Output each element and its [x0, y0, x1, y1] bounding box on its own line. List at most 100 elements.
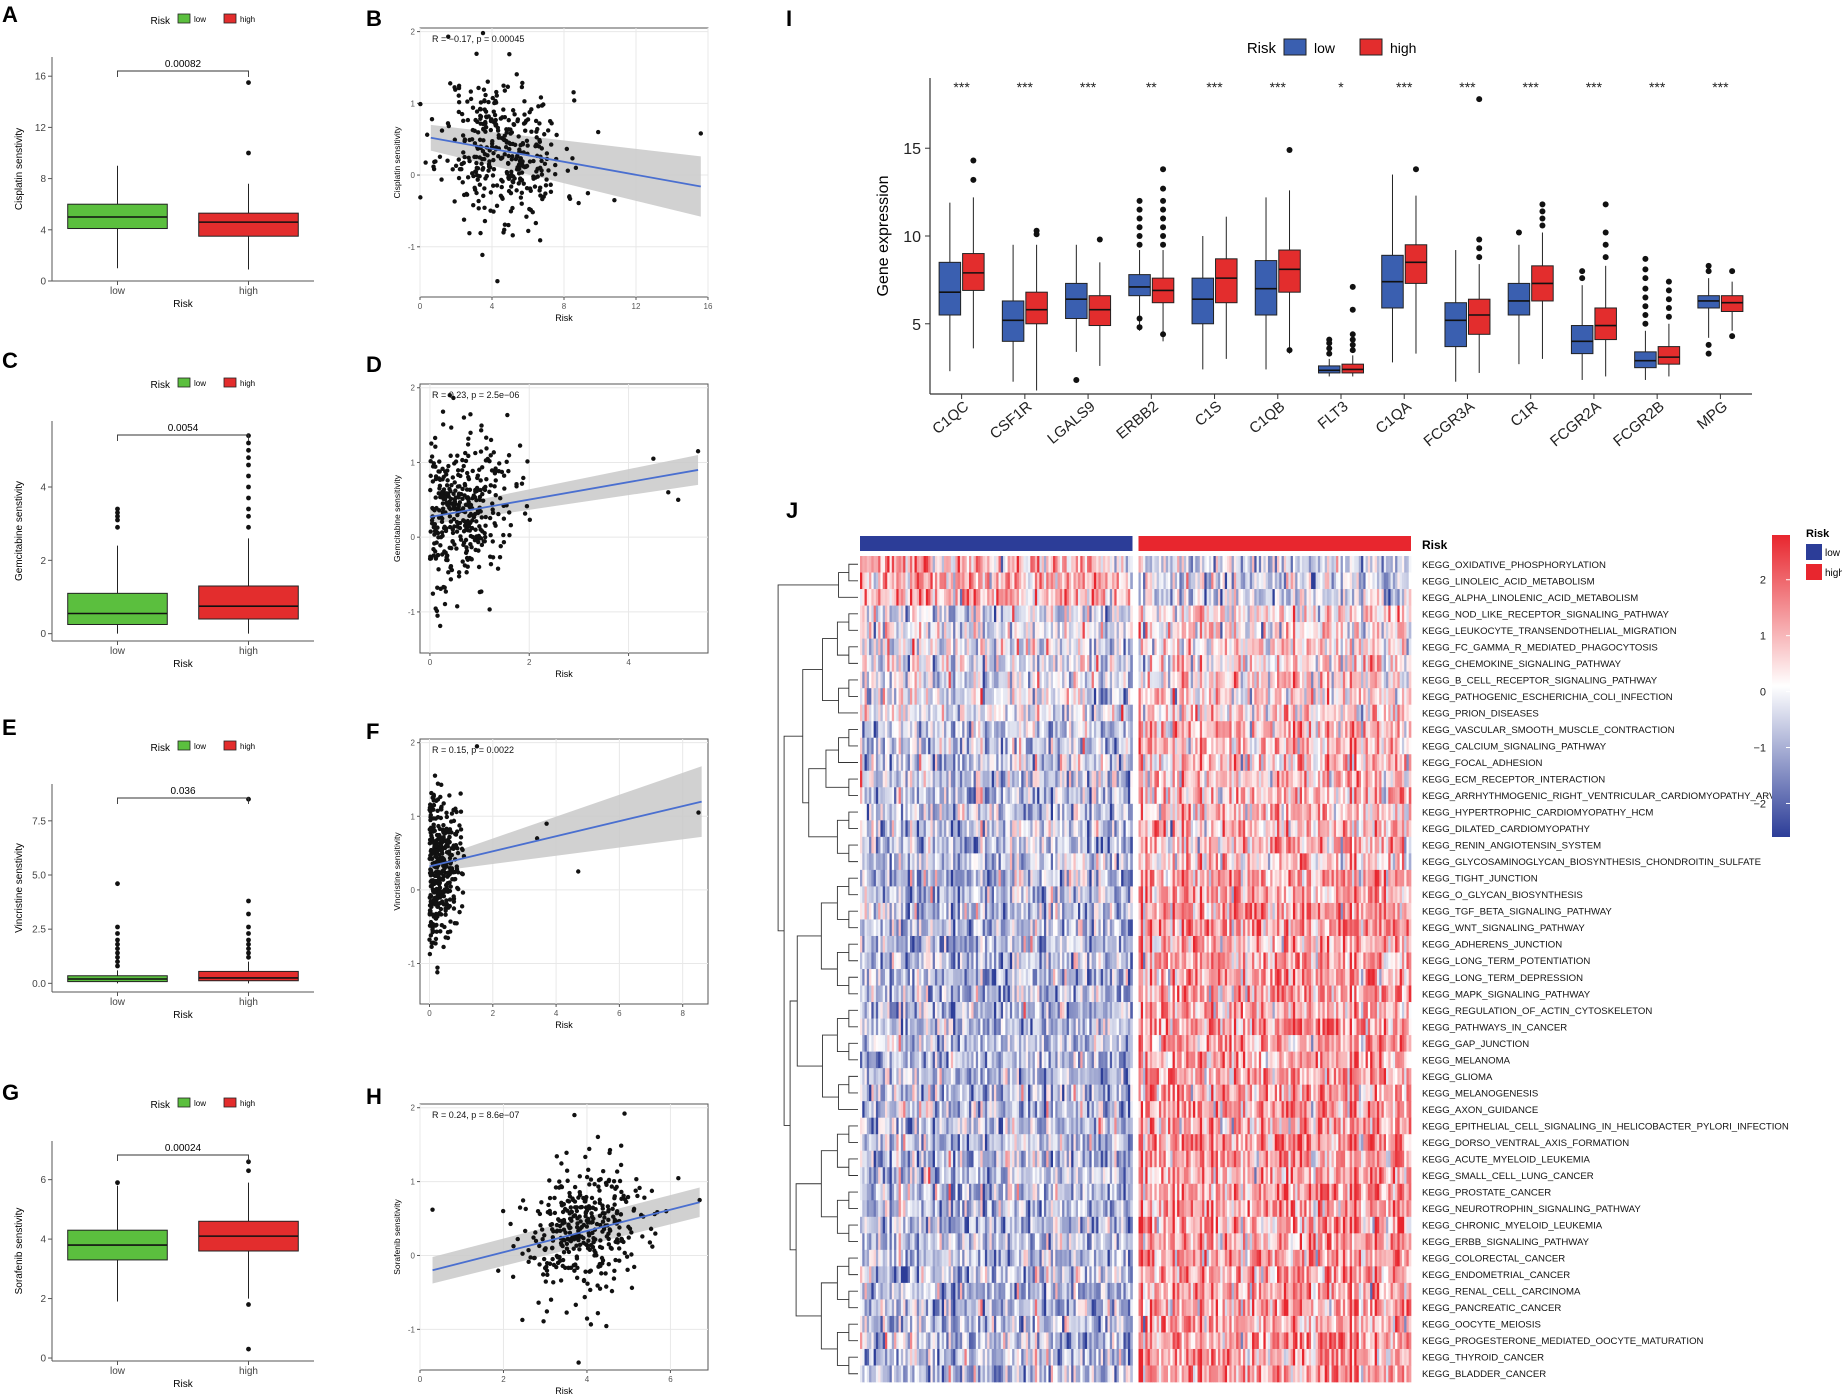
heatmap-cell: [875, 1200, 879, 1218]
heatmap-cell: [882, 737, 886, 755]
heatmap-cell: [896, 1299, 899, 1317]
scatter-point: [540, 1237, 545, 1242]
heatmap-cell: [959, 1183, 963, 1201]
heatmap-cell: [980, 985, 983, 1003]
scatter-point: [586, 1204, 592, 1209]
heatmap-cell: [864, 886, 868, 904]
heatmap-cell: [921, 589, 924, 606]
scatter-point: [460, 506, 466, 511]
outlier-point: [1136, 241, 1143, 248]
heatmap-cell: [873, 556, 877, 573]
scatter-point: [468, 96, 474, 102]
heatmap-cell: [975, 853, 979, 871]
heatmap-cell: [921, 969, 924, 986]
heatmap-cell: [953, 919, 956, 937]
legend-key-low: [1283, 38, 1307, 56]
heatmap-cell: [939, 1282, 943, 1300]
outlier-point: [1515, 229, 1522, 236]
heatmap-cell: [866, 1200, 870, 1218]
scatter-point: [478, 428, 484, 433]
heatmap-cell: [894, 1035, 897, 1052]
heatmap-cell: [973, 1216, 977, 1234]
heatmap-cell: [930, 1002, 934, 1019]
heatmap-cell: [914, 737, 918, 755]
heatmap-cell: [989, 886, 993, 904]
scatter-point: [459, 111, 465, 117]
heatmap-cell: [921, 1117, 924, 1135]
heatmap-cell: [887, 1018, 890, 1036]
scatter-point: [540, 196, 545, 202]
scatter-point: [602, 1215, 607, 1220]
scatter-point: [467, 513, 472, 519]
heatmap-cell: [969, 622, 972, 639]
heatmap-cell: [878, 1315, 881, 1333]
heatmap-cell: [864, 721, 868, 739]
heatmap-cell: [975, 1266, 979, 1284]
heatmap-cell: [882, 820, 886, 838]
outlier-point: [246, 1346, 251, 1352]
scatter-point: [595, 1134, 601, 1140]
pvalue-bracket: [117, 434, 249, 441]
heatmap-cell: [944, 737, 947, 755]
heatmap-cell: [928, 886, 931, 904]
heatmap-cell: [975, 655, 979, 672]
scatter-point: [453, 495, 458, 500]
outlier-point: [246, 473, 251, 479]
outlier-point: [246, 80, 251, 85]
heatmap-cell: [925, 1200, 929, 1218]
scatter-point: [451, 846, 456, 852]
heatmap-cell: [878, 1332, 881, 1350]
heatmap-cell: [934, 1249, 938, 1267]
heatmap-cell: [925, 1068, 929, 1085]
scatter-point: [438, 586, 443, 592]
scatter-point: [462, 493, 467, 498]
heatmap-cell: [905, 787, 909, 805]
heatmap-cell: [880, 853, 884, 871]
heatmap-cell: [987, 737, 990, 755]
outlier-point: [1160, 241, 1167, 248]
heatmap-cell: [980, 919, 983, 937]
heatmap-cell: [860, 737, 863, 755]
scatter-point: [432, 522, 438, 527]
x-tick-label-fcgr3a: FCGR3A: [1420, 398, 1478, 450]
scatter-point: [548, 142, 554, 147]
heatmap-cell: [912, 671, 915, 689]
heatmap-cell: [946, 1266, 949, 1284]
heatmap-cell: [887, 721, 890, 739]
legend-label-low: low: [1314, 40, 1336, 56]
heatmap-cell: [866, 737, 870, 755]
heatmap-cell: [944, 1266, 947, 1284]
heatmap-cell: [919, 572, 922, 590]
heatmap-cell: [905, 1101, 909, 1119]
heatmap-cell: [860, 770, 863, 788]
heatmap-cell: [889, 770, 893, 788]
heatmap-cell: [873, 1134, 877, 1152]
heatmap-cell: [980, 1332, 983, 1350]
heatmap-cell: [959, 869, 963, 887]
heatmap-cell: [905, 737, 909, 755]
heatmap-cell: [903, 1183, 906, 1201]
heatmap-cell: [946, 589, 949, 606]
heatmap-cell: [921, 1084, 924, 1102]
scatter-point: [437, 477, 443, 482]
scatter-point: [536, 144, 542, 149]
heatmap-cell: [987, 1101, 990, 1119]
heatmap-cell: [900, 935, 904, 953]
heatmap-cell: [989, 803, 993, 821]
heatmap-cell: [871, 671, 874, 689]
box-c1r-low: [1507, 282, 1531, 316]
heatmap-cell: [978, 952, 981, 970]
scatter-point: [428, 806, 433, 812]
scatter-point: [619, 1189, 624, 1195]
heatmap-cell: [884, 1183, 888, 1201]
heatmap-cell: [964, 1249, 968, 1267]
heatmap-cell: [966, 1200, 970, 1218]
heatmap-cell: [909, 919, 913, 937]
scatter-point: [438, 870, 444, 876]
heatmap-cell: [971, 1117, 974, 1135]
correlation-annotation: R = 0.24, p = 8.6e−07: [432, 1110, 519, 1120]
heatmap-cell: [891, 589, 895, 606]
heatmap-cell: [878, 1051, 881, 1069]
heatmap-cell: [921, 1365, 924, 1383]
outlier-point: [246, 924, 251, 930]
